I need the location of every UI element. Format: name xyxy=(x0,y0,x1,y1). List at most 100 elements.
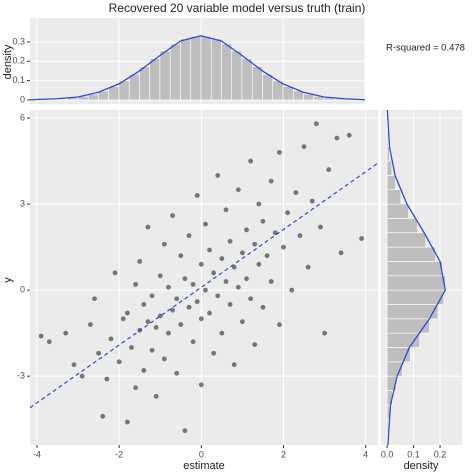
point xyxy=(235,187,241,193)
point xyxy=(244,276,249,282)
bar xyxy=(386,146,390,162)
point xyxy=(248,158,254,164)
point xyxy=(203,287,208,293)
x-tick-label: 4 xyxy=(363,449,368,459)
point xyxy=(87,322,93,327)
point xyxy=(124,419,130,425)
point xyxy=(231,264,237,270)
x-tick-label: 2 xyxy=(281,449,286,459)
point xyxy=(219,256,225,261)
bar xyxy=(386,160,393,176)
point xyxy=(223,207,229,213)
point xyxy=(116,359,122,365)
point xyxy=(231,362,237,368)
bar xyxy=(386,203,409,219)
bar xyxy=(386,289,445,305)
y-tick-label: -3 xyxy=(17,371,25,381)
panel-background xyxy=(30,110,378,445)
point xyxy=(207,247,212,253)
point xyxy=(240,319,245,325)
point xyxy=(194,299,200,304)
bar xyxy=(169,43,181,101)
y-tick-label: 0.2 xyxy=(12,56,25,66)
point xyxy=(194,193,200,198)
point xyxy=(190,339,196,345)
bar xyxy=(128,73,140,101)
bar xyxy=(231,50,243,101)
point xyxy=(268,178,274,184)
point xyxy=(359,236,364,241)
point xyxy=(211,270,217,276)
bar xyxy=(262,73,274,101)
bar xyxy=(386,246,436,262)
point xyxy=(178,322,184,327)
x-axis-title: density xyxy=(404,460,439,472)
point xyxy=(297,233,303,239)
point xyxy=(264,253,270,259)
point xyxy=(124,310,130,316)
point xyxy=(170,213,175,218)
point xyxy=(157,273,163,279)
point xyxy=(133,281,138,287)
point xyxy=(120,316,126,322)
point xyxy=(38,333,44,339)
point xyxy=(256,201,262,207)
point xyxy=(289,287,295,293)
point xyxy=(153,325,159,330)
point xyxy=(252,342,258,348)
bar xyxy=(272,80,284,101)
point xyxy=(338,250,344,256)
point xyxy=(215,172,221,178)
point xyxy=(305,264,311,270)
point xyxy=(313,121,319,127)
density-curve xyxy=(386,109,447,446)
density-curve xyxy=(29,35,366,101)
point xyxy=(133,385,138,391)
point xyxy=(92,296,97,302)
y-tick-label: 0.1 xyxy=(12,75,25,85)
point xyxy=(178,253,184,259)
bar xyxy=(241,58,253,101)
point xyxy=(301,144,307,150)
bar xyxy=(386,261,443,277)
bar xyxy=(386,175,396,191)
point xyxy=(112,270,118,276)
bar xyxy=(139,66,151,101)
bar xyxy=(386,232,427,248)
y-axis-title: y xyxy=(2,277,14,283)
bar xyxy=(386,275,446,291)
bar xyxy=(159,50,171,101)
point xyxy=(223,279,229,284)
point xyxy=(108,336,114,342)
point xyxy=(211,350,217,356)
point xyxy=(141,302,147,307)
y-tick-label: 0 xyxy=(20,94,25,104)
point xyxy=(227,302,233,307)
point xyxy=(235,284,241,290)
point xyxy=(326,167,332,173)
bar xyxy=(303,93,315,101)
point xyxy=(215,293,221,299)
x-tick-label: 0.1 xyxy=(407,449,420,459)
point xyxy=(252,241,258,247)
point xyxy=(198,261,204,267)
point xyxy=(186,233,192,239)
point xyxy=(203,221,208,227)
point xyxy=(166,330,171,336)
fit-line xyxy=(29,162,379,409)
point xyxy=(219,330,225,336)
point xyxy=(182,428,188,434)
point xyxy=(334,135,340,141)
point xyxy=(244,227,249,233)
point xyxy=(198,316,204,322)
x-tick-label: 0 xyxy=(199,449,204,459)
point xyxy=(161,241,167,247)
bar xyxy=(386,318,430,334)
point xyxy=(153,393,159,399)
bar xyxy=(386,189,402,205)
point xyxy=(129,345,134,350)
point xyxy=(207,310,212,316)
point xyxy=(276,322,282,327)
point xyxy=(46,339,52,345)
bar xyxy=(87,93,99,101)
